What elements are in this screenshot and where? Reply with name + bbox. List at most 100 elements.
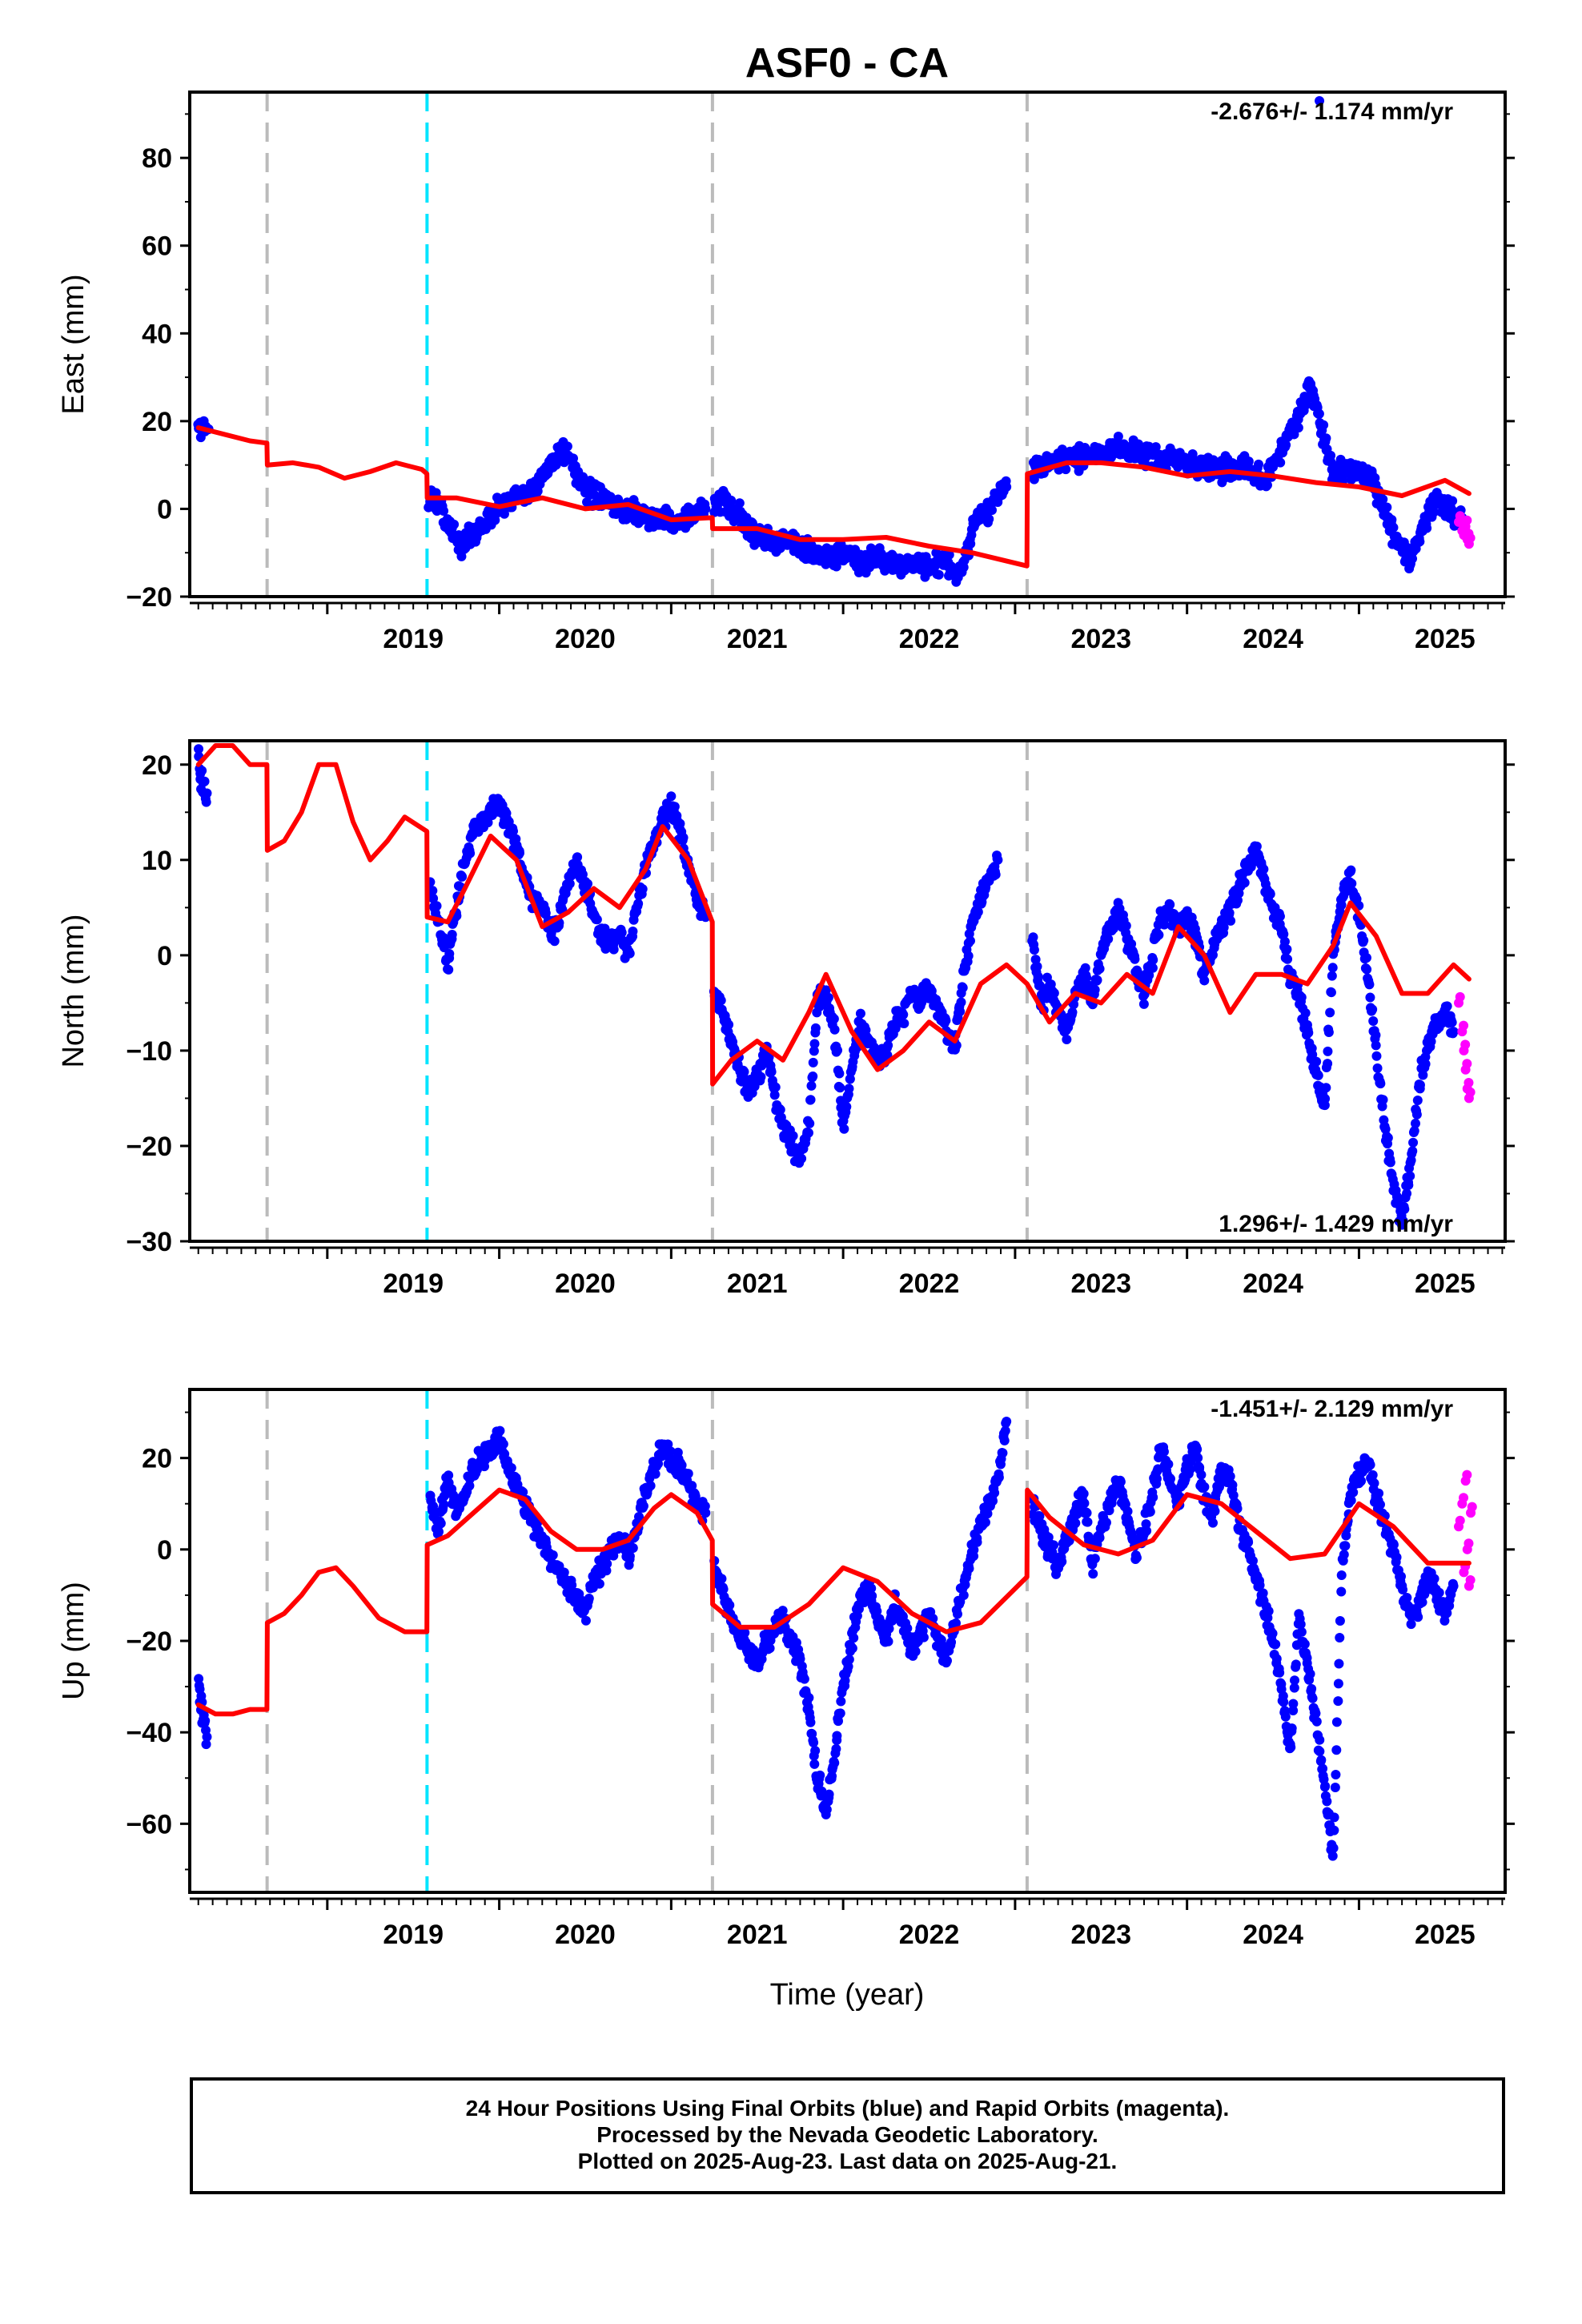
- y-tick-label: 0: [157, 494, 172, 525]
- final-orbit-point: [201, 797, 211, 807]
- final-orbit-point: [1307, 1693, 1318, 1703]
- final-orbit-point: [1163, 1459, 1174, 1470]
- final-orbit-point: [549, 936, 560, 947]
- final-orbit-point: [1328, 1843, 1339, 1853]
- final-orbit-point: [717, 1574, 727, 1584]
- final-orbit-point: [839, 1124, 849, 1134]
- final-orbit-point: [1380, 1124, 1391, 1134]
- final-orbit-point: [899, 1019, 909, 1029]
- final-orbit-point: [1447, 1017, 1457, 1027]
- final-orbit-point: [986, 505, 997, 516]
- x-tick-label: 2022: [899, 1269, 960, 1299]
- final-orbit-point: [804, 1692, 814, 1703]
- final-orbit-point: [1340, 1541, 1351, 1551]
- x-tick-label: 2019: [383, 1269, 444, 1299]
- final-orbit-point: [1148, 955, 1158, 965]
- final-orbit-point: [808, 1057, 818, 1068]
- final-orbit-point: [428, 886, 438, 896]
- final-orbit-point: [701, 1508, 711, 1518]
- final-orbit-point: [849, 1633, 859, 1643]
- final-orbit-point: [434, 1526, 444, 1537]
- final-orbit-point: [1150, 442, 1161, 452]
- final-orbit-point: [766, 1067, 777, 1077]
- final-orbit-point: [444, 964, 454, 975]
- final-orbit-point: [637, 884, 648, 895]
- final-orbit-point: [1279, 1697, 1289, 1707]
- final-orbit-point: [809, 1759, 820, 1769]
- final-orbit-point: [810, 1023, 821, 1033]
- final-orbit-point: [1314, 408, 1324, 419]
- final-orbit-point: [465, 848, 476, 858]
- final-orbit-point: [902, 1623, 913, 1634]
- final-orbit-point: [844, 1655, 854, 1665]
- y-tick-label: −40: [126, 1718, 172, 1748]
- final-orbit-point: [1289, 1675, 1299, 1686]
- final-orbit-point: [1411, 1109, 1422, 1120]
- final-orbit-point: [1029, 474, 1039, 485]
- final-orbit-point: [834, 1068, 845, 1079]
- final-orbit-point: [1158, 1446, 1169, 1457]
- final-orbit-point: [956, 997, 966, 1007]
- final-orbit-point: [769, 1090, 780, 1100]
- final-orbit-point: [847, 1643, 857, 1654]
- final-orbit-point: [1368, 1015, 1379, 1026]
- final-orbit-point: [1293, 423, 1303, 433]
- final-orbit-point: [1311, 1056, 1322, 1067]
- final-orbit-point: [824, 1789, 834, 1799]
- final-orbit-point: [1082, 1517, 1093, 1527]
- final-orbit-point: [1303, 1027, 1314, 1038]
- final-orbit-point: [701, 504, 711, 514]
- final-orbit-point: [1359, 935, 1369, 946]
- final-orbit-point: [1382, 502, 1392, 513]
- final-orbit-point: [1333, 1679, 1343, 1689]
- final-orbit-point: [1325, 1007, 1335, 1018]
- final-orbit-point: [1210, 1506, 1220, 1516]
- final-orbit-point: [810, 1746, 821, 1756]
- final-orbit-point: [1254, 459, 1264, 469]
- final-orbit-point: [963, 951, 974, 961]
- final-orbit-point: [1346, 865, 1356, 875]
- final-orbit-point: [577, 869, 588, 879]
- final-orbit-point: [1371, 1051, 1382, 1061]
- final-orbit-point: [832, 1731, 842, 1741]
- final-orbit-point: [1092, 975, 1102, 985]
- final-orbit-point: [428, 893, 439, 903]
- final-orbit-point: [444, 1470, 454, 1481]
- final-orbit-point: [725, 1600, 735, 1610]
- final-orbit-point: [199, 776, 210, 786]
- final-orbit-point: [1335, 1616, 1345, 1626]
- final-orbit-point: [464, 1481, 475, 1491]
- final-orbit-point: [498, 1439, 508, 1449]
- final-orbit-point: [1281, 440, 1291, 450]
- rapid-orbit-point: [1455, 1515, 1465, 1526]
- final-orbit-point: [958, 1590, 969, 1601]
- plot-frame: [188, 90, 1507, 598]
- final-orbit-point: [1418, 1070, 1428, 1080]
- final-orbit-point: [1145, 1506, 1155, 1517]
- final-orbit-point: [1000, 1425, 1010, 1436]
- final-orbit-point: [1305, 1669, 1315, 1679]
- final-orbit-point: [853, 567, 864, 577]
- final-orbit-point: [1121, 920, 1131, 931]
- rapid-orbit-point: [1465, 1087, 1476, 1097]
- final-orbit-point: [1271, 1639, 1281, 1650]
- final-orbit-point: [1321, 1083, 1331, 1093]
- final-orbit-point: [444, 949, 455, 959]
- final-orbit-point: [1327, 1851, 1338, 1861]
- final-orbit-point: [1336, 1570, 1347, 1580]
- final-orbit-point: [1104, 1506, 1114, 1516]
- final-orbit-point: [1426, 1036, 1436, 1047]
- final-orbit-point: [1383, 1132, 1393, 1143]
- final-orbit-point: [1311, 1708, 1321, 1719]
- final-orbit-point: [805, 1118, 815, 1128]
- final-orbit-point: [972, 1537, 982, 1547]
- x-tick-label: 2020: [555, 624, 616, 654]
- final-orbit-point: [1407, 553, 1418, 564]
- final-orbit-point: [944, 549, 954, 560]
- final-orbit-point: [1108, 923, 1118, 934]
- plot-frame: [188, 739, 1507, 1243]
- final-orbit-point: [726, 495, 737, 505]
- final-orbit-point: [797, 1153, 807, 1164]
